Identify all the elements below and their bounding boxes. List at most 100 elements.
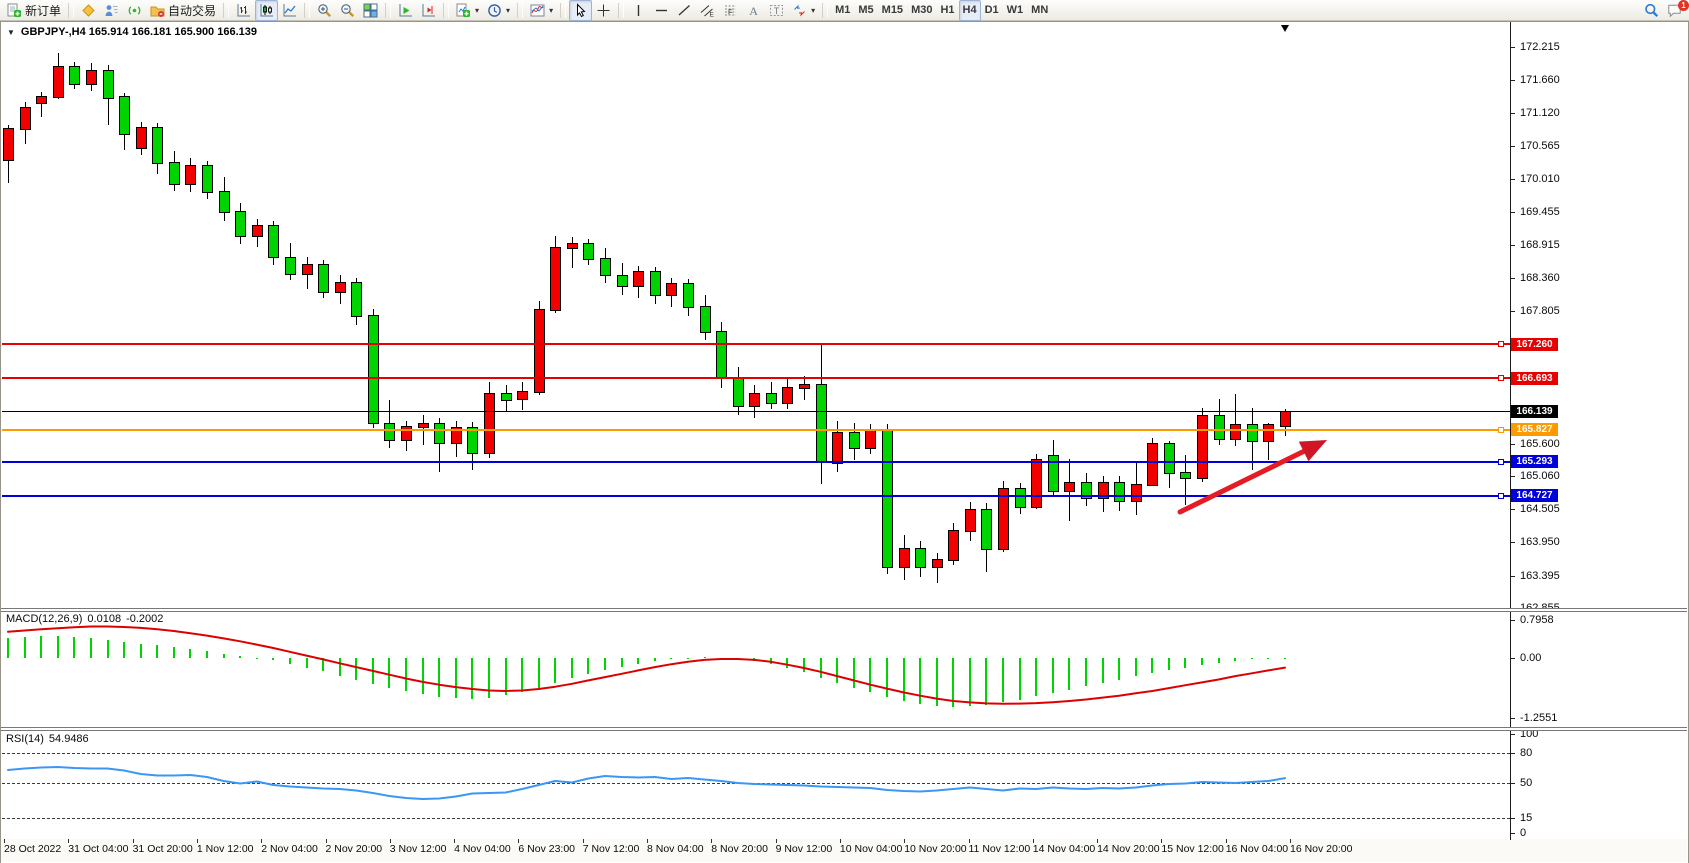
- notifications-button[interactable]: 1: [1663, 0, 1689, 21]
- candle-bull: [633, 270, 644, 287]
- timeframe-d1-button[interactable]: D1: [981, 0, 1003, 21]
- timeframe-m15-button-label: M15: [881, 4, 904, 16]
- zoom-in-button[interactable]: [313, 0, 336, 21]
- pane-splitter-2[interactable]: [1, 727, 1687, 731]
- styler-button[interactable]: [77, 0, 100, 21]
- signals-button[interactable]: [123, 0, 146, 21]
- timeframe-m30-button[interactable]: M30: [907, 0, 936, 21]
- fibonacci-button[interactable]: F: [719, 0, 742, 21]
- indicators-button[interactable]: ▾: [526, 0, 557, 21]
- channel-button[interactable]: E: [696, 0, 719, 21]
- candle-bull: [832, 431, 843, 464]
- candle-bear: [766, 392, 777, 404]
- pivot-line-orange-handle[interactable]: [1498, 426, 1504, 433]
- new-order-button[interactable]: 新订单: [3, 0, 65, 21]
- time-axis-tick: [647, 839, 648, 843]
- candle-bull: [20, 106, 31, 131]
- tile-windows-button[interactable]: [359, 0, 382, 21]
- macd-histogram-bar: [1085, 658, 1087, 687]
- candle-bull: [782, 386, 793, 404]
- zoom-out-icon: [340, 3, 355, 18]
- trendline-button[interactable]: [673, 0, 696, 21]
- resistance-line-2-handle[interactable]: [1498, 375, 1504, 381]
- text-label-button[interactable]: T: [765, 0, 788, 21]
- time-axis-tick: [4, 839, 5, 843]
- macd-histogram-bar: [836, 658, 838, 683]
- rsi-level-15: [2, 818, 1510, 819]
- candle-bear: [683, 282, 694, 308]
- dropdown-caret-icon: ▾: [811, 5, 816, 15]
- support-line-2[interactable]: [2, 494, 1510, 497]
- resistance-line-1[interactable]: [2, 343, 1510, 345]
- macd-histogram-bar: [903, 658, 905, 701]
- horizontal-line-button[interactable]: [650, 0, 673, 21]
- autotrading-button[interactable]: 自动交易: [146, 0, 220, 21]
- macd-histogram-bar: [753, 658, 755, 662]
- resistance-line-1-handle[interactable]: [1498, 341, 1504, 347]
- chart-shift-button[interactable]: [417, 0, 440, 21]
- search-button[interactable]: [1640, 0, 1663, 21]
- one-click-trading-toggle-icon[interactable]: ▼: [7, 27, 15, 37]
- candle-bear: [235, 210, 246, 237]
- timeframe-w1-button[interactable]: W1: [1003, 0, 1028, 21]
- bar-chart-icon: [236, 3, 251, 18]
- y-axis-tick: [1511, 311, 1515, 313]
- time-axis-tick: [389, 839, 391, 843]
- rsi-scale-label: 0: [1520, 827, 1527, 839]
- text-button[interactable]: A: [742, 0, 765, 21]
- y-axis-tick: [1511, 542, 1515, 544]
- support-line-2-handle[interactable]: [1498, 492, 1504, 499]
- macd-histogram-bar: [1019, 658, 1021, 700]
- zoom-out-button[interactable]: [336, 0, 359, 21]
- candle-bear: [152, 127, 163, 164]
- timeframe-m5-button[interactable]: M5: [854, 0, 877, 21]
- pivot-line-orange[interactable]: [2, 428, 1510, 431]
- fibonacci-icon: F: [723, 3, 738, 18]
- rsi-scale-label: 80: [1520, 747, 1533, 759]
- time-axis-label: 6 Nov 23:00: [518, 843, 576, 855]
- candle-bear: [1081, 482, 1092, 500]
- time-axis-tick: [68, 839, 70, 843]
- periods-button[interactable]: ▾: [483, 0, 514, 21]
- market-watch-button[interactable]: [100, 0, 123, 21]
- arrows-button[interactable]: ▾: [788, 0, 819, 21]
- chart-shift-marker-icon[interactable]: [1281, 25, 1289, 32]
- time-axis-label: 15 Nov 12:00: [1161, 843, 1224, 855]
- timeframe-h4-button[interactable]: H4: [958, 0, 981, 21]
- price-pane[interactable]: [2, 23, 1510, 609]
- line-chart-button[interactable]: [278, 0, 301, 21]
- time-axis-tick: [711, 839, 713, 843]
- macd-histogram-bar: [57, 635, 59, 658]
- macd-histogram-bar: [256, 658, 258, 659]
- new-chart-button[interactable]: ▾: [452, 0, 483, 21]
- auto-scroll-button[interactable]: [394, 0, 417, 21]
- support-line-1[interactable]: [2, 460, 1510, 463]
- crosshair-button[interactable]: [592, 0, 615, 21]
- macd-histogram-bar: [1052, 658, 1054, 693]
- resistance-line-2[interactable]: [2, 377, 1510, 379]
- macd-histogram-bar: [471, 658, 473, 699]
- rsi-pane[interactable]: [2, 731, 1510, 839]
- macd-pane[interactable]: [2, 612, 1510, 729]
- timeframe-m15-button[interactable]: M15: [878, 0, 907, 21]
- time-axis[interactable]: [1, 839, 1687, 862]
- timeframe-h1-button[interactable]: H1: [936, 0, 958, 21]
- pane-splitter-1[interactable]: [1, 608, 1687, 612]
- macd-histogram-bar: [919, 658, 921, 704]
- y-axis-label: 171.120: [1520, 106, 1560, 119]
- y-axis-label: 164.505: [1520, 503, 1560, 516]
- bar-chart-button[interactable]: [232, 0, 255, 21]
- timeframe-m1-button[interactable]: M1: [831, 0, 854, 21]
- candlestick-chart-button[interactable]: [255, 0, 279, 21]
- price-badge: 164.727: [1511, 489, 1558, 503]
- current-price-line[interactable]: [2, 410, 1510, 412]
- support-line-1-handle[interactable]: [1498, 458, 1504, 465]
- time-axis-label: 4 Nov 04:00: [454, 843, 511, 855]
- macd-histogram-bar: [90, 638, 92, 658]
- timeframe-mn-button[interactable]: MN: [1027, 0, 1052, 21]
- cursor-button[interactable]: [569, 0, 593, 21]
- macd-histogram-bar: [223, 653, 225, 658]
- vertical-line-button[interactable]: [627, 0, 650, 21]
- timeframe-m5-button-label: M5: [858, 4, 874, 16]
- candle-bull: [567, 242, 578, 249]
